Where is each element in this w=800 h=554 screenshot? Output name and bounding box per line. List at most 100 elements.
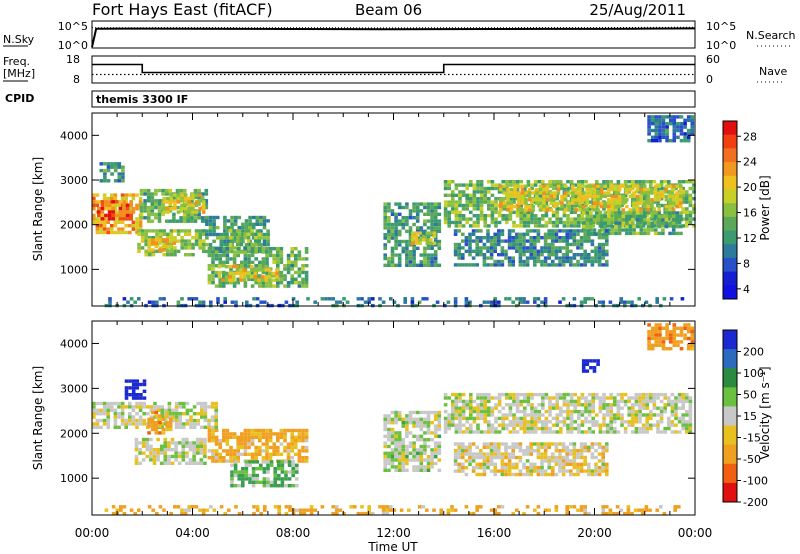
- data-cell: [476, 409, 480, 414]
- data-cell: [476, 220, 480, 225]
- data-cell: [261, 284, 266, 288]
- data-cell: [584, 416, 588, 421]
- data-cell: [671, 184, 676, 188]
- data-cell: [113, 418, 118, 423]
- data-cell: [645, 430, 649, 434]
- data-cell: [490, 406, 495, 410]
- data-cell: [497, 392, 502, 397]
- data-cell: [589, 187, 593, 192]
- data-cell: [572, 459, 577, 463]
- data-cell: [423, 465, 427, 469]
- data-cell: [225, 250, 230, 254]
- data-cell: [211, 459, 215, 463]
- data-cell: [207, 277, 212, 281]
- data-cell: [499, 187, 503, 192]
- data-cell: [472, 207, 477, 211]
- data-cell: [419, 465, 424, 469]
- data-cell: [607, 208, 611, 212]
- data-cell: [255, 215, 260, 220]
- data-cell: [242, 275, 247, 279]
- data-cell: [490, 217, 495, 221]
- data-cell: [141, 444, 146, 448]
- data-cell: [203, 418, 208, 423]
- data-cell: [158, 431, 162, 435]
- data-cell: [472, 190, 477, 194]
- data-cell: [397, 253, 402, 257]
- data-cell: [641, 403, 646, 407]
- data-cell: [461, 469, 465, 473]
- data-cell: [652, 180, 657, 184]
- data-cell: [632, 214, 636, 219]
- data-cell: [566, 409, 570, 414]
- data-cell: [225, 253, 230, 258]
- data-cell: [161, 188, 165, 193]
- data-cell: [210, 401, 215, 406]
- data-cell: [117, 412, 121, 416]
- data-cell: [138, 224, 143, 228]
- data-cell: [505, 217, 509, 221]
- data-cell: [261, 428, 266, 433]
- data-cell: [525, 300, 530, 304]
- data-cell: [638, 183, 642, 187]
- data-cell: [397, 438, 402, 442]
- data-cell: [394, 236, 398, 240]
- data-cell: [623, 420, 628, 424]
- data-cell: [625, 204, 629, 209]
- data-cell: [297, 274, 302, 278]
- data-cell: [437, 229, 442, 233]
- data-cell: [541, 423, 545, 427]
- data-cell: [645, 180, 649, 184]
- data-cell: [95, 408, 100, 412]
- data-cell: [458, 193, 462, 197]
- data-cell: [525, 445, 530, 449]
- data-cell: [483, 200, 487, 204]
- data-cell: [279, 452, 284, 456]
- data-cell: [381, 300, 386, 304]
- data-cell: [671, 231, 676, 236]
- data-cell: [432, 234, 437, 239]
- data-cell: [559, 180, 563, 184]
- data-cell: [686, 336, 691, 341]
- data-cell: [561, 229, 566, 233]
- data-cell: [383, 417, 387, 421]
- data-cell: [602, 392, 606, 397]
- data-cell: [500, 259, 505, 264]
- data-cell: [493, 300, 497, 304]
- data-cell: [425, 238, 430, 242]
- data-cell: [472, 186, 477, 191]
- data-cell: [577, 403, 581, 407]
- data-cell: [571, 194, 575, 199]
- data-cell: [225, 236, 229, 240]
- data-cell: [668, 204, 672, 209]
- data-cell: [443, 183, 448, 187]
- data-cell: [530, 413, 534, 417]
- data-cell: [610, 187, 615, 192]
- data-cell: [457, 462, 461, 466]
- data-cell: [203, 448, 207, 452]
- data-cell: [135, 382, 140, 387]
- data-cell: [544, 426, 549, 431]
- data-cell: [650, 135, 655, 139]
- data-cell: [223, 236, 227, 240]
- data-cell: [601, 242, 605, 247]
- data-cell: [113, 408, 118, 412]
- data-cell: [654, 115, 659, 119]
- data-cell: [580, 217, 585, 221]
- data-cell: [658, 132, 662, 136]
- data-cell: [408, 243, 413, 247]
- data-cell: [605, 249, 609, 253]
- data-cell: [458, 430, 462, 434]
- data-cell: [120, 408, 125, 412]
- data-cell: [585, 191, 589, 195]
- data-cell: [551, 403, 556, 407]
- data-cell: [203, 415, 208, 419]
- data-cell: [457, 466, 461, 470]
- data-cell: [113, 425, 118, 429]
- data-cell: [614, 231, 618, 236]
- data-cell: [551, 452, 555, 456]
- data-cell: [241, 484, 245, 488]
- data-cell: [518, 297, 523, 301]
- data-cell: [469, 409, 473, 414]
- data-cell: [304, 281, 309, 285]
- data-cell: [591, 403, 595, 407]
